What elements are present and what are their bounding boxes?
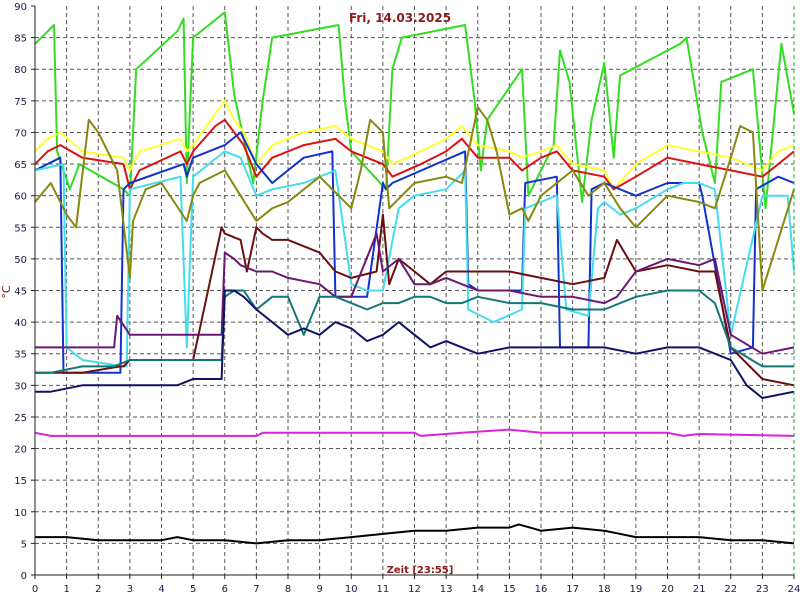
axes: [31, 5, 795, 579]
x-tick-label: 4: [158, 584, 164, 595]
y-tick-label: 25: [14, 413, 27, 424]
x-tick-label: 6: [222, 584, 228, 595]
x-tick-label: 5: [190, 584, 196, 595]
x-tick-label: 0: [32, 584, 38, 595]
series-line-5: [34, 150, 795, 368]
x-tick-label: 1: [63, 584, 69, 595]
x-tick-label: 9: [316, 584, 322, 595]
y-tick-label: 45: [14, 287, 27, 298]
x-tick-label: 22: [724, 584, 737, 595]
series-line-1: [34, 11, 795, 210]
series-layer: [34, 11, 795, 545]
x-tick-label: 19: [630, 584, 643, 595]
x-tick-label: 12: [408, 584, 421, 595]
y-tick-label: 40: [14, 318, 27, 329]
x-tick-label: 15: [503, 584, 516, 595]
x-tick-label: 17: [566, 584, 579, 595]
y-tick-label: 75: [14, 97, 27, 108]
x-tick-label: 21: [693, 584, 706, 595]
y-tick-label: 60: [14, 192, 27, 203]
x-tick-label: 7: [253, 584, 259, 595]
x-tick-label: 24: [788, 584, 800, 595]
y-tick-label: 70: [14, 128, 27, 139]
y-tick-label: 30: [14, 381, 27, 392]
x-tick-label: 13: [440, 584, 453, 595]
series-line-8: [35, 232, 795, 355]
y-tick-label: 85: [14, 34, 27, 45]
y-tick-label: 55: [14, 223, 27, 234]
y-tick-label: 65: [14, 160, 27, 171]
x-tick-label: 2: [95, 584, 101, 595]
series-line-12: [35, 523, 795, 545]
series-line-11: [34, 428, 795, 437]
x-tick-label: 14: [471, 584, 484, 595]
series-line-10: [35, 289, 795, 399]
y-tick-label: 5: [21, 539, 27, 550]
y-tick-label: 0: [21, 571, 27, 582]
series-line-6: [34, 106, 795, 292]
series-line-3: [34, 118, 795, 191]
series-line-2: [34, 99, 795, 191]
x-tick-label: 10: [345, 584, 358, 595]
y-tick-label: 80: [14, 65, 27, 76]
x-tick-label: 8: [285, 584, 291, 595]
chart-title: Fri, 14.03.2025: [349, 11, 451, 25]
y-tick-label: 50: [14, 255, 27, 266]
series-line-4: [34, 131, 795, 374]
series-line-9: [35, 289, 794, 374]
x-tick-label: 20: [661, 584, 674, 595]
x-tick-label: 16: [535, 584, 548, 595]
y-axis-label: °C: [0, 285, 13, 299]
y-tick-label: 10: [14, 508, 27, 519]
y-tick-label: 90: [14, 2, 27, 13]
x-tick-label: 18: [598, 584, 611, 595]
x-tick-label: 3: [127, 584, 133, 595]
x-axis-label: Zeit [23:55]: [387, 565, 454, 576]
tick-labels: 0 1 2 3 4 5 6 7 8 9 10 11 12 13 14 15 16 17 18 19 20 21 22 23 24…: [14, 2, 800, 595]
x-tick-label: 11: [377, 584, 390, 595]
y-tick-label: 20: [14, 445, 27, 456]
y-tick-label: 15: [14, 476, 27, 487]
y-tick-label: 35: [14, 350, 27, 361]
x-tick-label: 23: [756, 584, 769, 595]
